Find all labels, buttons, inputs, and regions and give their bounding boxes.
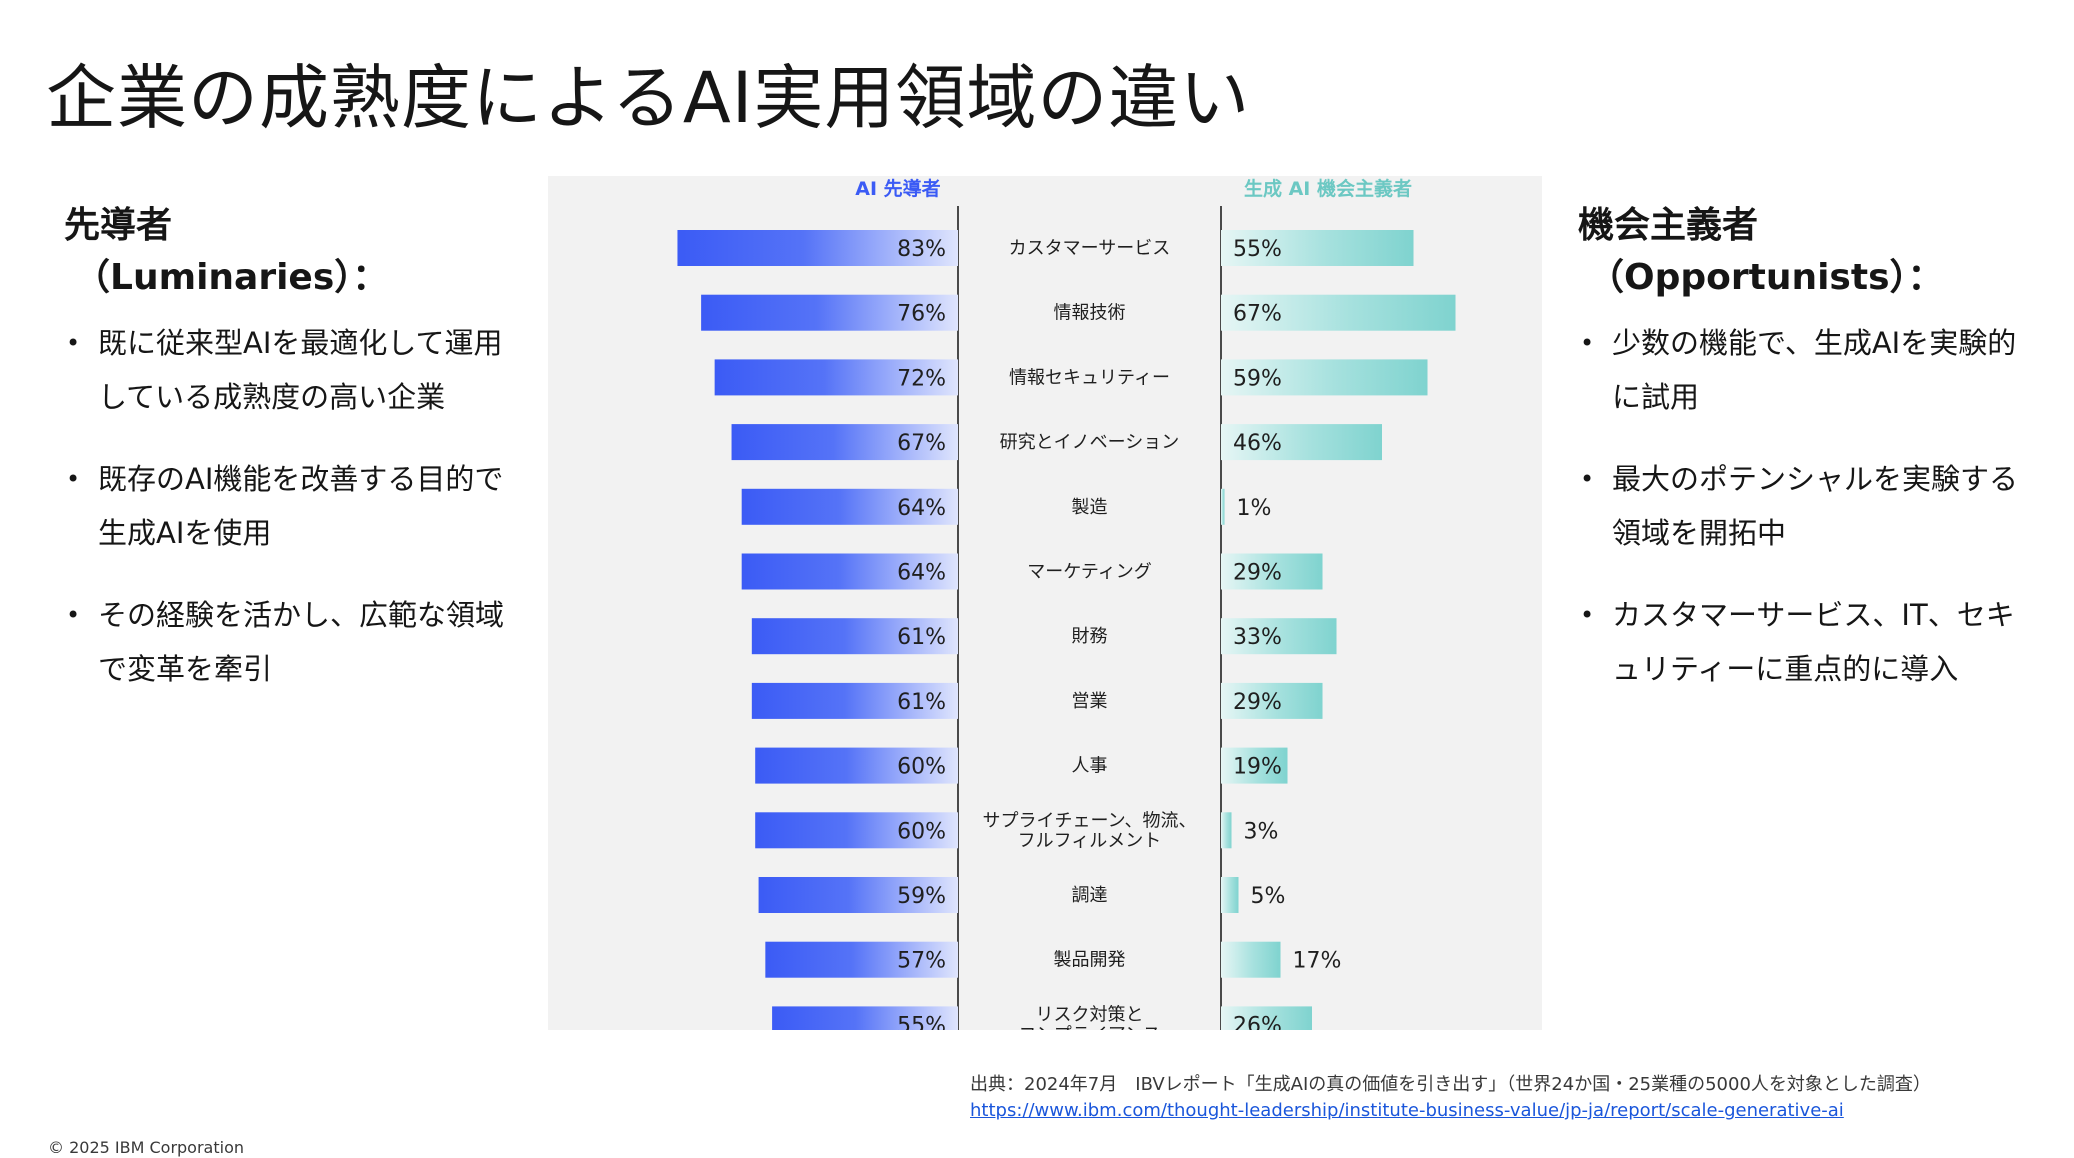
- category-label: 財務: [1072, 626, 1108, 647]
- bar-leaders: [714, 359, 958, 396]
- luminaries-bullet: 既存のAI機能を改善する目的で生成AIを使用: [64, 452, 514, 560]
- category-label-line: リスク対策と: [1036, 1004, 1144, 1025]
- data-label-opportunists: 55%: [1233, 237, 1282, 262]
- data-label-leaders: 57%: [897, 949, 946, 974]
- bar-opportunists: [1221, 488, 1225, 525]
- data-label-opportunists: 46%: [1233, 431, 1282, 456]
- data-label-opportunists: 33%: [1233, 625, 1282, 650]
- data-label-leaders: 64%: [897, 561, 946, 586]
- data-label-opportunists: 19%: [1233, 755, 1282, 780]
- data-label-opportunists: 17%: [1293, 949, 1342, 974]
- data-label-opportunists: 3%: [1244, 819, 1279, 844]
- data-label-opportunists: 26%: [1233, 1013, 1282, 1030]
- data-label-leaders: 64%: [897, 496, 946, 521]
- data-label-opportunists: 29%: [1233, 690, 1282, 715]
- category-label: 研究とイノベーション: [1000, 432, 1180, 453]
- bar-leaders: [765, 941, 958, 978]
- bar-opportunists: [1221, 424, 1382, 461]
- opportunists-bullet: 少数の機能で、生成AIを実験的に試用: [1578, 316, 2028, 424]
- bar-leaders: [755, 812, 958, 849]
- bar-opportunists: [1221, 553, 1323, 590]
- opportunists-bullet: カスタマーサービス、IT、セキュリティーに重点的に導入: [1578, 588, 2028, 696]
- category-label: 製造: [1072, 497, 1108, 518]
- bar-leaders: [758, 877, 958, 913]
- data-label-leaders: 76%: [897, 302, 946, 327]
- comparison-bar-chart: AI 先導者 生成 AI 機会主義者 83% 55% カスタマーサービス 76% 67% 情報…: [677, 177, 1456, 1030]
- bar-opportunists: [1221, 1006, 1312, 1030]
- data-label-leaders: 55%: [897, 1013, 946, 1030]
- bar-opportunists: [1221, 877, 1239, 913]
- bar-leaders: [731, 424, 958, 461]
- page-title: 企業の成熟度によるAI実用領域の違い: [46, 57, 1251, 139]
- bar-opportunists: [1221, 812, 1232, 849]
- bar-opportunists: [1221, 941, 1281, 978]
- luminaries-panel: 先導者 （Luminaries）： 既に従来型AIを最適化して運用している成熟度…: [64, 200, 514, 724]
- bar-leaders: [741, 553, 958, 590]
- luminaries-bullet-list: 既に従来型AIを最適化して運用している成熟度の高い企業 既存のAI機能を改善する…: [64, 316, 514, 696]
- data-label-opportunists: 29%: [1233, 561, 1282, 586]
- data-label-leaders: 60%: [897, 755, 946, 780]
- luminaries-subheading: （Luminaries）：: [74, 257, 389, 298]
- legend-opportunists: 生成 AI 機会主義者: [1244, 177, 1412, 200]
- legend-leaders: AI 先導者: [855, 177, 940, 200]
- category-label: カスタマーサービス: [1009, 238, 1171, 259]
- data-label-leaders: 72%: [897, 366, 946, 391]
- source-citation: 出典：2024年7月 IBVレポート「生成AIの真の価値を引き出す」（世界24か…: [970, 1074, 1931, 1095]
- data-label-leaders: 61%: [897, 690, 946, 715]
- category-label-line: フルフィルメント: [1018, 830, 1162, 851]
- data-label-opportunists: 1%: [1237, 496, 1272, 521]
- bar-opportunists: [1221, 747, 1288, 784]
- bar-leaders: [751, 618, 958, 655]
- luminaries-bullet: 既に従来型AIを最適化して運用している成熟度の高い企業: [64, 316, 514, 424]
- bar-leaders: [751, 682, 958, 719]
- bar-opportunists: [1221, 294, 1456, 331]
- comparison-chart-panel: AI 先導者 生成 AI 機会主義者 83% 55% カスタマーサービス 76% 67% 情報…: [548, 176, 1542, 1030]
- bar-leaders: [677, 230, 958, 266]
- data-label-opportunists: 5%: [1251, 884, 1286, 909]
- bar-opportunists: [1221, 230, 1414, 266]
- bar-leaders: [741, 488, 958, 525]
- data-label-leaders: 67%: [897, 431, 946, 456]
- category-label-line: コンプライアンス: [1018, 1024, 1160, 1030]
- bar-opportunists: [1221, 682, 1323, 719]
- opportunists-heading: 機会主義者: [1578, 205, 1759, 246]
- opportunists-bullet: 最大のポテンシャルを実験する領域を開拓中: [1578, 452, 2028, 560]
- category-label: 人事: [1072, 756, 1108, 777]
- bar-opportunists: [1221, 359, 1428, 396]
- data-label-opportunists: 59%: [1233, 366, 1282, 391]
- bar-opportunists: [1221, 618, 1337, 655]
- data-label-leaders: 59%: [897, 884, 946, 909]
- opportunists-panel: 機会主義者 （Opportunists）： 少数の機能で、生成AIを実験的に試用…: [1578, 200, 2028, 724]
- category-label-line: サプライチェーン、物流、: [982, 810, 1196, 831]
- luminaries-bullet: その経験を活かし、広範な領域で変革を牽引: [64, 588, 514, 696]
- category-label: リスク対策とコンプライアンス: [1018, 1004, 1160, 1030]
- category-label: 営業: [1072, 691, 1108, 712]
- bar-leaders: [701, 294, 958, 331]
- data-label-leaders: 61%: [897, 625, 946, 650]
- luminaries-heading: 先導者: [64, 205, 173, 246]
- bar-leaders: [755, 747, 958, 784]
- data-label-leaders: 60%: [897, 819, 946, 844]
- opportunists-subheading: （Opportunists）：: [1588, 257, 1944, 298]
- category-label: 製品開発: [1054, 950, 1126, 971]
- source-link[interactable]: https://www.ibm.com/thought-leadership/i…: [970, 1100, 1844, 1121]
- copyright-notice: © 2025 IBM Corporation: [48, 1138, 244, 1157]
- data-label-leaders: 83%: [897, 237, 946, 262]
- category-label: 情報セキュリティー: [1009, 367, 1170, 388]
- category-label: 情報技術: [1054, 303, 1126, 324]
- category-label: マーケティング: [1027, 562, 1152, 583]
- category-label: サプライチェーン、物流、フルフィルメント: [982, 810, 1196, 851]
- opportunists-bullet-list: 少数の機能で、生成AIを実験的に試用 最大のポテンシャルを実験する領域を開拓中 …: [1578, 316, 2028, 696]
- data-label-opportunists: 67%: [1233, 302, 1282, 327]
- category-label: 調達: [1072, 885, 1108, 906]
- bar-leaders: [772, 1006, 958, 1030]
